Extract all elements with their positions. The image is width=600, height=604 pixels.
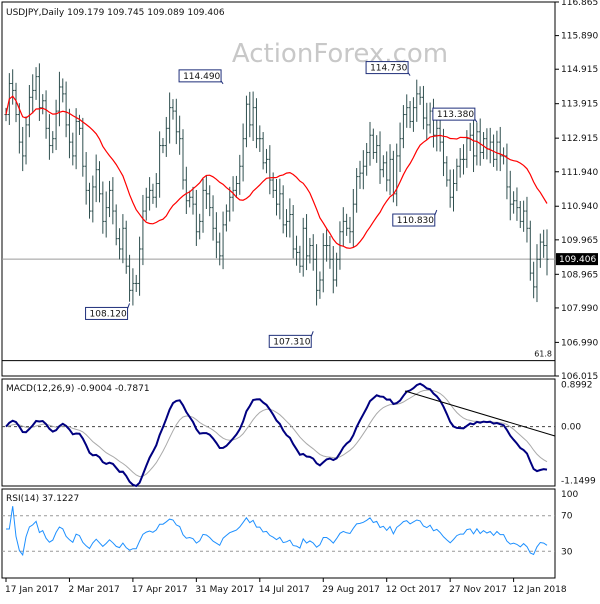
- annotation-label: 110.830: [397, 216, 434, 226]
- annotation-box: [432, 107, 476, 121]
- x-tick-label: 12 Jan 2018: [513, 585, 567, 595]
- annotation-box: [392, 213, 436, 227]
- price-y-label: 106.015: [561, 372, 598, 382]
- macd-signal-line: [5, 389, 548, 478]
- annotation-leader: [407, 72, 411, 76]
- price-y-label: 116.865: [561, 0, 598, 8]
- x-tick-label: 17 Jan 2017: [5, 585, 59, 595]
- annotation-box: [85, 306, 129, 320]
- last-price-box: [556, 253, 598, 266]
- annotation-label: 108.120: [90, 309, 127, 319]
- x-tick-label: 29 Aug 2017: [322, 585, 380, 595]
- macd-title: MACD(12,26,9) -0.9004 -0.7871: [6, 384, 150, 394]
- macd-y-label: 0.00: [561, 423, 581, 433]
- price-y-label: 107.990: [561, 304, 598, 314]
- annotation-label: 107.310: [273, 337, 310, 347]
- x-tick-label: 27 Nov 2017: [449, 585, 507, 595]
- panel-frame-2: [1, 378, 556, 487]
- annotation-leader: [474, 118, 478, 123]
- price-y-label: 106.990: [561, 338, 598, 348]
- x-tick-label: 2 Mar 2017: [68, 585, 119, 595]
- price-y-label: 110.940: [561, 202, 598, 212]
- annotation-label: 114.490: [183, 72, 220, 82]
- annotation-box: [268, 334, 312, 348]
- rsi-y-label: 30: [561, 547, 573, 557]
- price-y-label: 111.940: [561, 168, 598, 178]
- price-y-label: 109.965: [561, 236, 598, 246]
- x-tick-label: 31 May 2017: [195, 585, 254, 595]
- price-y-label: 113.915: [561, 100, 598, 110]
- price-y-label: 112.915: [561, 134, 598, 144]
- last-price-label: 109.406: [559, 255, 596, 265]
- x-tick-label: 17 Apr 2017: [132, 585, 188, 595]
- macd-y-label: -1.1499: [561, 476, 596, 486]
- annotation-leader: [127, 303, 131, 309]
- watermark-text: ActionForex.com: [232, 39, 448, 69]
- fib-618-label: 61.8: [534, 350, 552, 359]
- price-y-label: 114.915: [561, 65, 598, 75]
- annotation-box: [365, 61, 409, 75]
- macd-trendline: [404, 390, 556, 437]
- rsi-y-label: 100: [561, 490, 578, 500]
- moving-average-line: [5, 95, 548, 249]
- rsi-y-label: 70: [561, 512, 573, 522]
- x-tick-label: 14 Jul 2017: [259, 585, 310, 595]
- annotation-leader: [434, 209, 438, 216]
- chart-header: USDJPY,Daily 109.179 109.745 109.089 109…: [6, 8, 225, 18]
- price-y-label: 108.965: [561, 270, 598, 280]
- macd-y-label: 0.8992: [561, 381, 593, 391]
- x-tick-label: 12 Oct 2017: [386, 585, 442, 595]
- price-y-label: 115.890: [561, 32, 598, 42]
- annotation-label: 114.730: [370, 64, 407, 74]
- macd-line: [5, 382, 548, 488]
- rsi-title: RSI(14) 37.1227: [6, 494, 79, 504]
- annotation-label: 113.380: [437, 110, 474, 120]
- annotation-leader: [220, 80, 224, 85]
- panel-frame-3: [1, 488, 556, 579]
- rsi-line: [6, 506, 548, 557]
- annotation-leader: [310, 331, 314, 337]
- annotation-box: [178, 69, 222, 83]
